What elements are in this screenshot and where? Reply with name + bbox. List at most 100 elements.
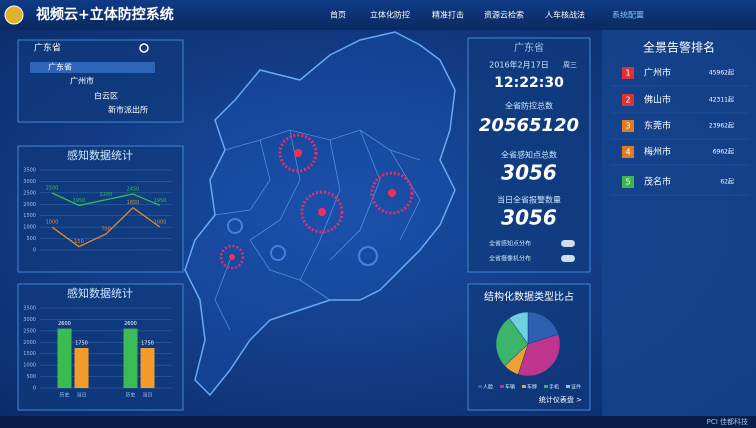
data-label: 1750 xyxy=(141,341,154,347)
legend-label: 车辆 xyxy=(505,384,515,391)
y-tick-label: 0 xyxy=(33,248,36,254)
alarm-count: 6962起 xyxy=(713,148,734,156)
city-name: 东莞市 xyxy=(644,120,671,132)
rank-number: 1 xyxy=(625,69,630,78)
date: 2016年2月17日 xyxy=(489,60,549,70)
panel-title: 结构化数据类型比占 xyxy=(484,290,574,303)
legend-swatch xyxy=(544,385,548,388)
clock: 12:22:30 xyxy=(494,75,564,91)
ranking-panel xyxy=(602,30,756,416)
legend-label: 证件 xyxy=(571,384,581,391)
toggle-label[interactable]: 全省感知点分布 xyxy=(489,240,531,248)
nav-item[interactable]: 首页 xyxy=(330,10,346,20)
dashboard-link[interactable]: 统计仪表盘 > xyxy=(539,395,582,404)
bar xyxy=(123,328,138,388)
rank-badge xyxy=(622,94,634,106)
pie-slice xyxy=(517,333,561,377)
data-label: 1000 xyxy=(46,220,59,226)
y-tick-label: 3000 xyxy=(23,179,36,185)
line-series xyxy=(51,206,161,248)
alarm-count: 62起 xyxy=(720,178,734,186)
rank-badge xyxy=(622,67,634,79)
stat-label: 全省感知点总数 xyxy=(501,150,557,160)
data-label: 1950 xyxy=(73,198,86,204)
bar xyxy=(74,348,89,388)
header-bar xyxy=(0,0,756,30)
bar xyxy=(57,328,72,388)
bar xyxy=(140,348,155,388)
data-label: 150 xyxy=(74,239,84,245)
legend-swatch xyxy=(522,385,526,388)
toggles[interactable] xyxy=(561,240,575,262)
hotspots xyxy=(219,133,414,270)
panel-title: 全景告警排名 xyxy=(643,40,715,55)
stat-value: 3056 xyxy=(501,161,557,185)
legend-label: 人脸 xyxy=(483,384,493,391)
nav-item[interactable]: 人车核战法 xyxy=(545,10,585,20)
y-tick-label: 3500 xyxy=(23,168,36,174)
search-icon[interactable] xyxy=(139,43,149,53)
data-label: 2500 xyxy=(46,185,59,191)
stat-value: 3056 xyxy=(501,206,557,230)
pie-slice xyxy=(508,311,529,345)
y-tick-label: 2000 xyxy=(23,202,36,208)
y-tick-label: 2500 xyxy=(23,328,36,334)
panels xyxy=(17,37,591,411)
stat-label: 全省防控总数 xyxy=(505,101,553,111)
y-tick-label: 2500 xyxy=(23,190,36,196)
data-label: 2600 xyxy=(124,321,137,327)
rank-number: 3 xyxy=(625,122,630,131)
search-input[interactable]: 广东省 xyxy=(34,42,61,54)
data-label: 1850 xyxy=(127,200,140,206)
panel-title: 感知数据统计 xyxy=(67,286,133,300)
tree-node[interactable]: 广州市 xyxy=(70,76,94,86)
rank-number: 5 xyxy=(625,178,630,187)
pie-slice xyxy=(495,317,529,367)
tree-node[interactable]: 广东省 xyxy=(48,62,72,72)
toggle-label[interactable]: 全省摄像机分布 xyxy=(489,255,531,263)
y-tick-label: 2000 xyxy=(23,340,36,346)
tree-selected xyxy=(30,62,155,73)
x-tick-label: 当日 xyxy=(76,392,86,399)
stat-label: 当日全省报警数量 xyxy=(497,195,561,205)
logo xyxy=(4,5,24,25)
nav-item[interactable]: 精准打击 xyxy=(432,10,464,20)
city-name: 广州市 xyxy=(644,67,671,79)
city-name: 梅州市 xyxy=(644,146,671,158)
region: 广东省 xyxy=(514,41,544,54)
data-label: 2450 xyxy=(127,187,140,193)
app-title: 视频云+立体防控系统 xyxy=(36,6,174,23)
y-tick-label: 1500 xyxy=(23,351,36,357)
rank-number: 4 xyxy=(625,148,630,157)
data-label: 1750 xyxy=(75,341,88,347)
tree-node[interactable]: 新市派出所 xyxy=(108,105,148,115)
panel-title: 感知数据统计 xyxy=(67,148,133,162)
legend-swatch xyxy=(500,385,504,388)
nav-item[interactable]: 立体化防控 xyxy=(370,10,410,20)
pie-slice xyxy=(527,311,559,345)
weekday: 周三 xyxy=(563,61,577,69)
y-tick-label: 3000 xyxy=(23,317,36,323)
brand: PCI 佳都科技 xyxy=(707,417,748,426)
rank-number: 2 xyxy=(625,96,630,105)
y-tick-label: 1000 xyxy=(23,225,36,231)
x-tick-label: 当日 xyxy=(142,392,152,399)
data-label: 2600 xyxy=(58,321,71,327)
nav-item[interactable]: 系统配置 xyxy=(612,10,644,20)
data-label: 2200 xyxy=(100,192,113,198)
nav-item[interactable]: 资源云检索 xyxy=(484,10,524,20)
rank-badge xyxy=(622,146,634,158)
data-label: 1950 xyxy=(154,198,167,204)
legend-swatch xyxy=(478,385,482,388)
x-tick-label: 历史 xyxy=(125,392,135,399)
tree-node[interactable]: 白云区 xyxy=(94,91,118,101)
x-tick-label: 历史 xyxy=(59,392,69,399)
line-series xyxy=(51,192,161,207)
data-label: 1000 xyxy=(154,220,167,226)
legend-swatch xyxy=(566,385,570,388)
data-label: 700 xyxy=(101,227,111,233)
rank-badge xyxy=(622,120,634,132)
y-tick-label: 0 xyxy=(33,386,36,392)
rank-badge xyxy=(622,176,634,188)
